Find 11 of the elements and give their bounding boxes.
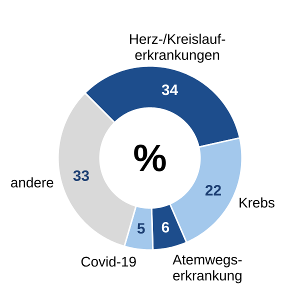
slice-label: andere <box>11 177 54 188</box>
slice-label: Covid-19 <box>81 256 136 267</box>
slice-label: Atemwegs-erkrankung <box>172 254 242 284</box>
data-label: 33 <box>73 170 89 181</box>
data-label: 34 <box>162 84 178 96</box>
text: % <box>134 144 166 172</box>
data-label: 6 <box>162 222 170 233</box>
data-label: 22 <box>205 185 221 196</box>
data-label: 5 <box>137 223 145 234</box>
slice-label: Krebs <box>240 197 274 208</box>
slice-label: Herz-/Kreislauf-erkrankungen <box>130 34 226 63</box>
